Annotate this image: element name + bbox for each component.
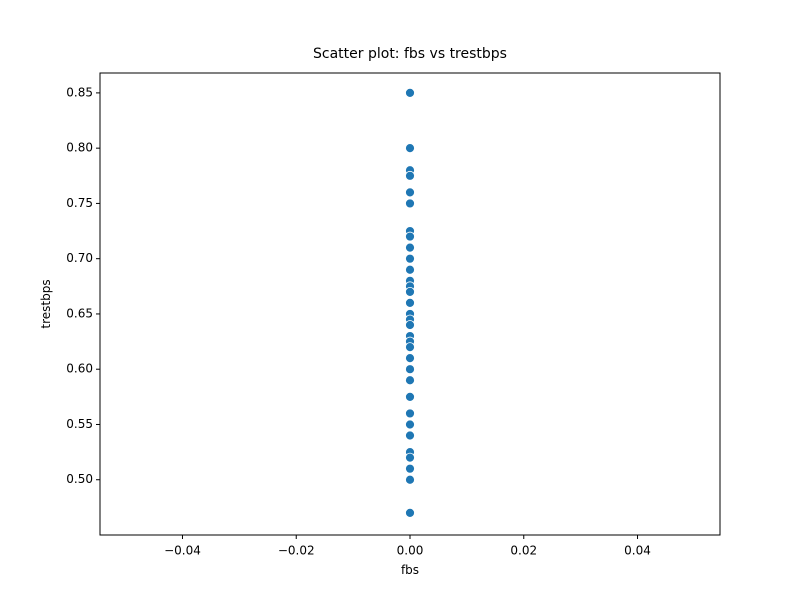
y-tick-label: 0.60 bbox=[66, 362, 93, 376]
chart-title: Scatter plot: fbs vs trestbps bbox=[313, 46, 507, 62]
x-axis-label: fbs bbox=[401, 563, 419, 577]
point bbox=[405, 264, 415, 275]
point bbox=[405, 375, 415, 386]
y-tick-label: 0.85 bbox=[66, 85, 93, 99]
y-tick-label: 0.80 bbox=[66, 141, 93, 155]
point bbox=[405, 231, 415, 242]
point bbox=[405, 198, 415, 209]
point bbox=[405, 474, 415, 485]
point bbox=[405, 242, 415, 253]
point bbox=[405, 253, 415, 264]
point bbox=[405, 286, 415, 297]
y-tick-label: 0.55 bbox=[66, 417, 93, 431]
point bbox=[405, 143, 415, 154]
point bbox=[405, 391, 415, 402]
point bbox=[405, 364, 415, 375]
x-tick-label: 0.00 bbox=[397, 544, 424, 558]
point bbox=[405, 342, 415, 353]
point bbox=[405, 419, 415, 430]
point bbox=[405, 507, 415, 518]
x-tick-label: 0.04 bbox=[624, 544, 651, 558]
point bbox=[405, 297, 415, 308]
point bbox=[405, 87, 415, 98]
y-tick-label: 0.75 bbox=[66, 196, 93, 210]
point bbox=[405, 187, 415, 198]
point bbox=[405, 353, 415, 364]
point bbox=[405, 170, 415, 181]
y-tick-label: 0.70 bbox=[66, 251, 93, 265]
x-tick-label: −0.02 bbox=[278, 544, 315, 558]
point bbox=[405, 320, 415, 330]
point bbox=[405, 452, 415, 463]
y-tick-label: 0.50 bbox=[66, 472, 93, 486]
point bbox=[405, 430, 415, 441]
x-tick-label: 0.02 bbox=[510, 544, 537, 558]
y-axis-label: trestbps bbox=[39, 279, 53, 328]
x-tick-label: −0.04 bbox=[164, 544, 201, 558]
point bbox=[405, 463, 415, 474]
point bbox=[405, 408, 415, 419]
y-tick-label: 0.65 bbox=[66, 306, 93, 320]
